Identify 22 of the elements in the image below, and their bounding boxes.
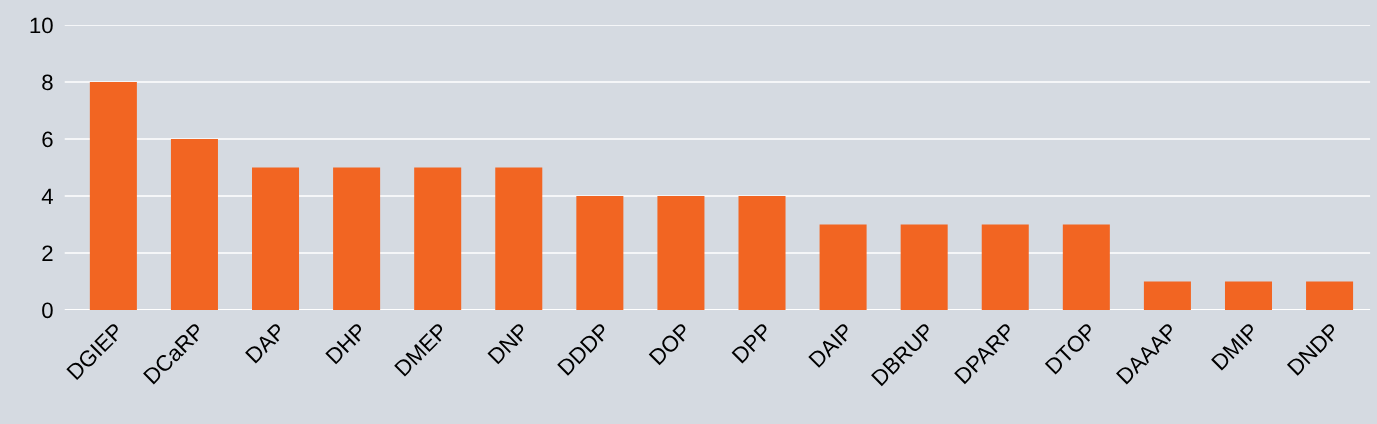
bar <box>576 195 624 310</box>
y-tick-label: 4 <box>41 188 53 205</box>
y-tick-label: 2 <box>42 245 53 262</box>
bar <box>1224 281 1273 310</box>
bar <box>657 195 705 310</box>
y-tick-label: 6 <box>42 131 53 148</box>
bar <box>981 224 1029 310</box>
bar <box>1143 281 1191 310</box>
bar <box>333 167 381 310</box>
bar <box>252 167 300 310</box>
bar <box>1062 224 1110 310</box>
bar <box>900 224 948 310</box>
y-tick-label: 10 <box>30 17 53 34</box>
bar <box>1306 281 1354 310</box>
bar <box>495 167 543 310</box>
y-tick-label: 0 <box>42 302 53 319</box>
bar <box>89 82 137 310</box>
bar <box>819 224 867 310</box>
bar <box>170 138 218 310</box>
bar <box>414 167 462 310</box>
bar <box>738 195 786 310</box>
y-tick-label: 8 <box>42 74 53 91</box>
